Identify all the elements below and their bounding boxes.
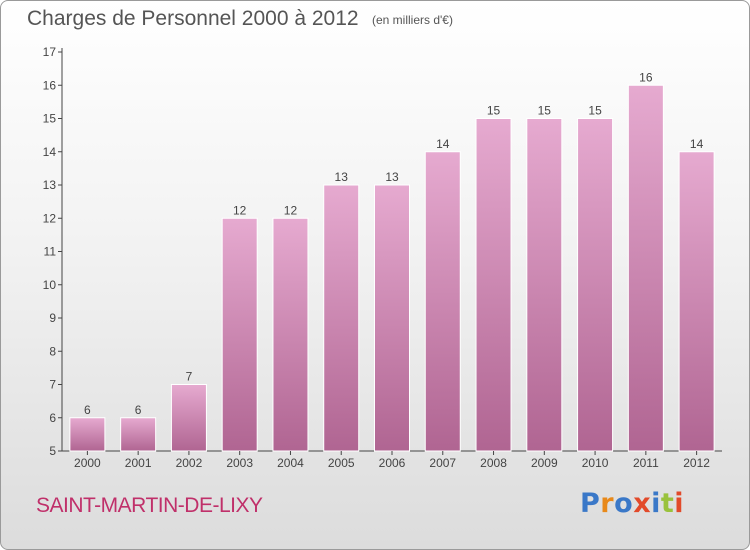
x-tick-label: 2006 bbox=[379, 456, 406, 470]
bar-value-label: 15 bbox=[487, 104, 501, 118]
logo-letter: t bbox=[660, 488, 675, 519]
x-tick-label: 2001 bbox=[125, 456, 152, 470]
bar bbox=[69, 417, 106, 452]
bar bbox=[120, 417, 157, 452]
y-tick-label: 8 bbox=[49, 344, 56, 358]
bar-value-label: 6 bbox=[135, 403, 142, 417]
chart-title: Charges de Personnel 2000 à 2012 bbox=[27, 7, 359, 30]
logo-letter: r bbox=[600, 488, 615, 519]
bar bbox=[424, 151, 461, 452]
x-tick-label: 2005 bbox=[328, 456, 355, 470]
bar-value-label: 6 bbox=[84, 403, 91, 417]
bar-value-label: 7 bbox=[186, 370, 193, 384]
x-tick-label: 2010 bbox=[582, 456, 609, 470]
x-tick-label: 2004 bbox=[277, 456, 304, 470]
bar-value-label: 14 bbox=[690, 137, 704, 151]
bar-value-label: 16 bbox=[639, 70, 653, 84]
y-tick-label: 16 bbox=[43, 78, 57, 92]
bar bbox=[577, 118, 614, 452]
y-tick-label: 15 bbox=[43, 112, 57, 126]
bar-value-label: 12 bbox=[233, 203, 247, 217]
bar bbox=[272, 217, 309, 452]
commune-name: SAINT-MARTIN-DE-LIXY bbox=[36, 494, 263, 517]
x-tick-label: 2012 bbox=[683, 456, 710, 470]
y-tick-label: 9 bbox=[49, 311, 56, 325]
y-tick-label: 17 bbox=[43, 45, 57, 59]
bar-value-label: 14 bbox=[436, 137, 450, 151]
y-tick-label: 12 bbox=[43, 211, 57, 225]
y-tick-label: 11 bbox=[44, 245, 57, 259]
x-tick-label: 2009 bbox=[531, 456, 558, 470]
bar-value-label: 15 bbox=[588, 104, 602, 118]
logo-letter: i bbox=[674, 488, 685, 519]
bar bbox=[627, 84, 664, 452]
logo-letter: P bbox=[580, 488, 601, 519]
bar-value-label: 15 bbox=[538, 104, 552, 118]
y-tick-label: 13 bbox=[43, 178, 57, 192]
bar bbox=[170, 384, 207, 452]
bar bbox=[678, 151, 715, 452]
x-tick-label: 2011 bbox=[633, 456, 659, 470]
logo-letter: o bbox=[614, 488, 634, 519]
bar bbox=[526, 118, 563, 452]
bar bbox=[221, 217, 258, 452]
bar bbox=[323, 184, 360, 452]
y-tick-label: 5 bbox=[49, 444, 56, 458]
bar-value-label: 13 bbox=[335, 170, 349, 184]
logo-letter: i bbox=[651, 488, 661, 519]
x-tick-label: 2008 bbox=[480, 456, 507, 470]
x-tick-label: 2002 bbox=[176, 456, 203, 470]
chart-subtitle: (en milliers d'€) bbox=[372, 13, 453, 27]
x-tick-label: 2007 bbox=[429, 456, 456, 470]
proxiti-logo: Proxiti bbox=[580, 488, 684, 519]
bar bbox=[374, 184, 410, 452]
bar-value-label: 12 bbox=[284, 203, 298, 217]
bar-value-label: 13 bbox=[385, 170, 399, 184]
y-tick-label: 10 bbox=[43, 278, 57, 292]
x-tick-label: 2000 bbox=[74, 456, 101, 470]
bar bbox=[475, 118, 512, 452]
y-tick-label: 14 bbox=[43, 145, 57, 159]
logo-letter: x bbox=[633, 488, 652, 519]
y-tick-label: 7 bbox=[49, 378, 56, 392]
y-tick-label: 6 bbox=[49, 411, 56, 425]
x-tick-label: 2003 bbox=[226, 456, 253, 470]
